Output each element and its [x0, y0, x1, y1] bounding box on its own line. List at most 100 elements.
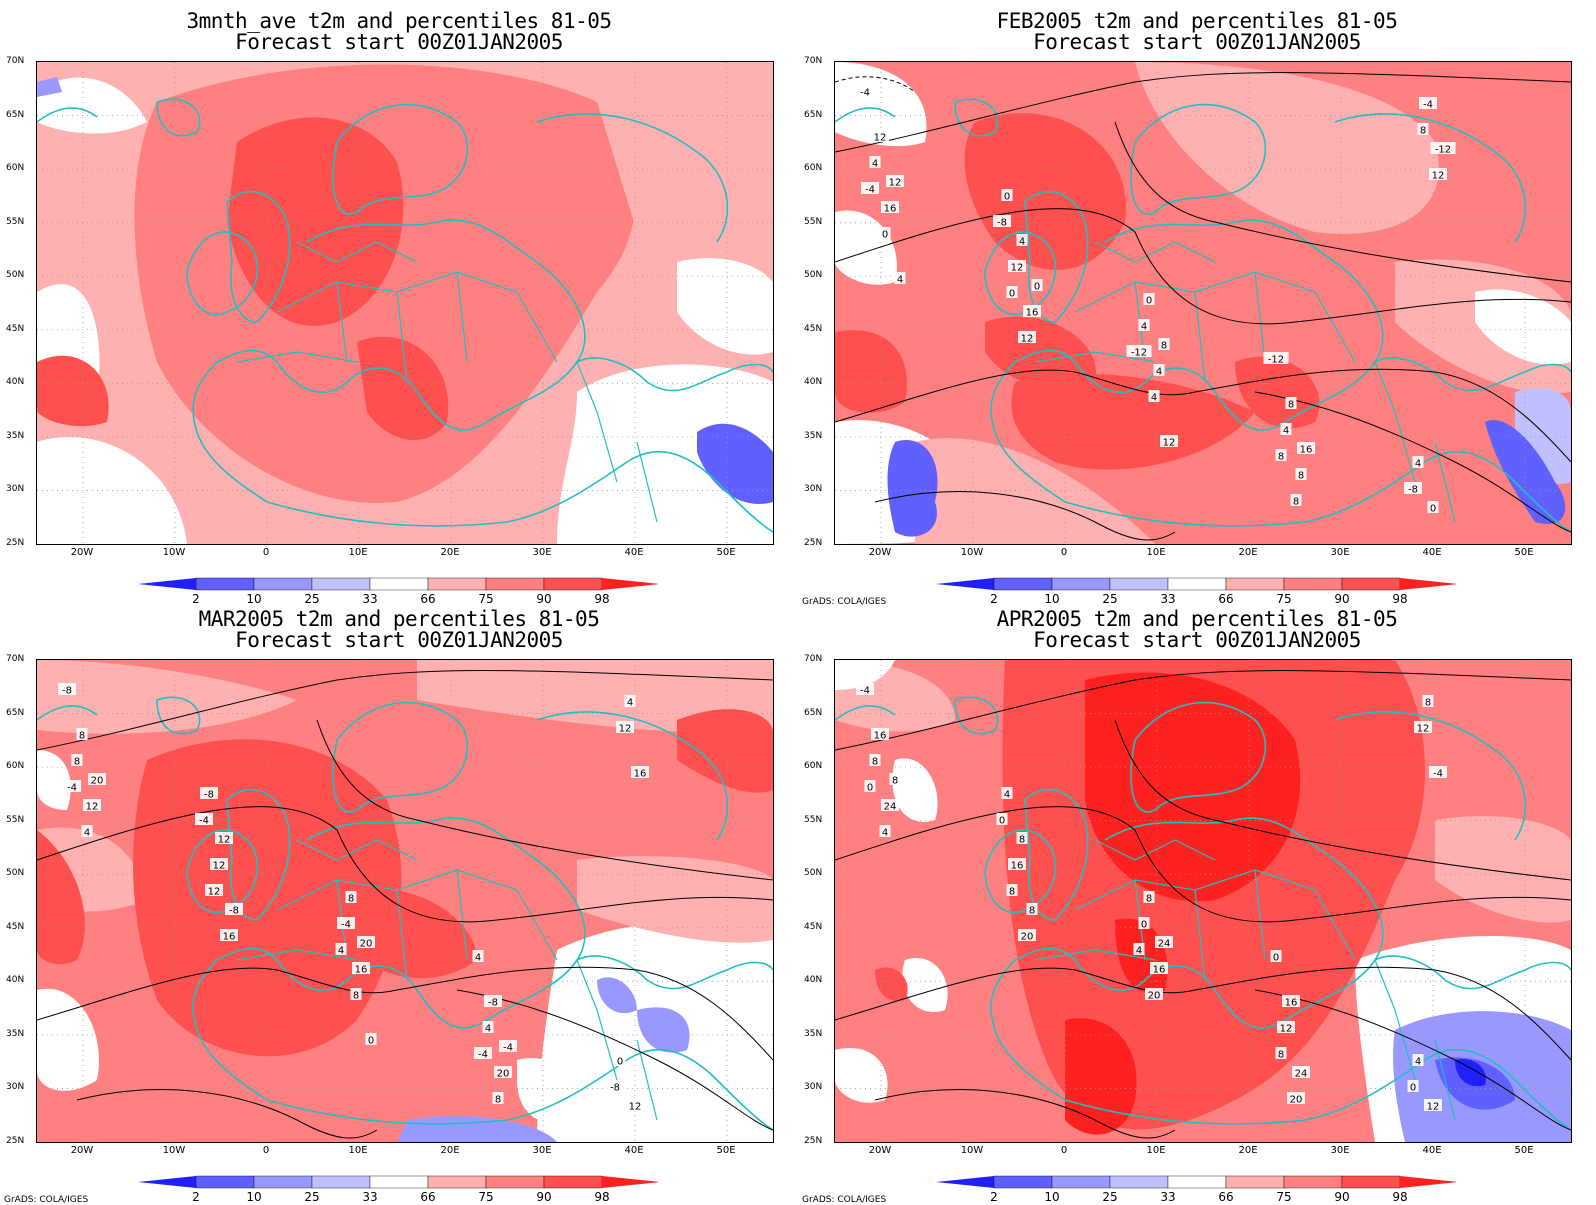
colorbar-segment [1225, 577, 1285, 591]
contour-label: 20 [1021, 932, 1034, 943]
contour-label: 12 [1432, 171, 1445, 182]
colorbar-label: 75 [1276, 592, 1292, 606]
map-panel-feb: FEB2005 t2m and percentiles 81-05 Foreca… [798, 0, 1596, 607]
latitude-label: 35N [804, 1028, 823, 1039]
contour-label: 4 [485, 1024, 491, 1035]
contour-label: -4 [860, 88, 870, 99]
contour-label: 4 [627, 698, 633, 709]
colorbar-label: 25 [1102, 592, 1118, 606]
panel-subtitle: Forecast start 00Z01JAN2005 [1033, 30, 1361, 54]
longitude-label: 40E [1422, 1145, 1442, 1156]
contour-label: 8 [1425, 698, 1431, 709]
contour-label: -12 [1268, 355, 1284, 366]
contour-label: 0 [1141, 920, 1147, 931]
colorbar-label: 33 [1160, 1190, 1176, 1204]
contour-label: 20 [91, 776, 104, 787]
map-svg: -4 0 4 0 0 0 4 0 8 4 8 8 8 12 12 16 16 20 16 8 4 8 16 20 12 24 20 2… [835, 660, 1571, 1142]
panel-title: MAR2005 t2m and percentiles 81-05 [198, 607, 600, 631]
percentile-shading [835, 62, 1571, 544]
contour-label: 0 [867, 783, 873, 794]
colorbar-label: 33 [1160, 592, 1176, 606]
contour-label: 16 [1153, 965, 1166, 976]
colorbar-segment [195, 1175, 255, 1189]
contour-label: 0 [999, 816, 1005, 827]
colorbar-segment [1109, 577, 1169, 591]
contour-label: 4 [1415, 459, 1421, 470]
latitude-label: 40N [804, 975, 823, 986]
latitude-label: 45N [804, 323, 823, 334]
colorbar-label: 98 [594, 592, 610, 606]
longitude-label: 40E [624, 1145, 644, 1156]
contour-label: 12 [629, 1102, 642, 1113]
temperature-contours [835, 670, 1571, 1139]
contour-label: 0 [1034, 282, 1040, 293]
latitude-label: 35N [6, 430, 25, 441]
colorbar-segment [1225, 1175, 1285, 1189]
colorbar-label: 66 [1218, 1190, 1234, 1204]
latitude-label: 60N [6, 761, 25, 772]
colorbar-segment [253, 1175, 313, 1189]
colorbar-label: 75 [478, 592, 494, 606]
colorbar-label: 10 [246, 1190, 262, 1204]
colorbar-segment [311, 1175, 371, 1189]
colorbar-label: 98 [1392, 592, 1408, 606]
latitude-label: 50N [804, 270, 823, 281]
contour-label: 20 [360, 939, 373, 950]
contour-label: 8 [872, 757, 878, 768]
longitude-label: 0 [1060, 547, 1068, 558]
colorbar-segment [1051, 1175, 1111, 1189]
percentile-shading [37, 62, 773, 544]
latitude-label: 40N [6, 377, 25, 388]
contour-label: -4 [503, 1043, 513, 1054]
coastline [835, 696, 1571, 1131]
contour-label: 8 [1029, 906, 1035, 917]
contour-label: 8 [1009, 887, 1015, 898]
contour-label: 8 [348, 894, 354, 905]
colorbar-svg [138, 1175, 658, 1189]
colorbar-label: 90 [1334, 592, 1350, 606]
latitude-label: 50N [804, 868, 823, 879]
map-panel-mar: MAR2005 t2m and percentiles 81-05 Foreca… [0, 598, 798, 1205]
longitude-label: 10W [162, 1145, 186, 1156]
colorbar-label: 25 [1102, 1190, 1118, 1204]
colorbar-segment [427, 577, 487, 591]
colorbar-arrow-right [602, 1176, 658, 1188]
contour-label: 12 [1021, 334, 1034, 345]
contour-label: 8 [353, 991, 359, 1002]
latitude-label: 55N [804, 814, 823, 825]
contour-label: 12 [218, 835, 231, 846]
colorbar-segment [1051, 577, 1111, 591]
grads-credit: GrADS: COLA/IGES [802, 597, 887, 607]
colorbar-label: 2 [192, 592, 200, 606]
latitude-label: 30N [804, 1082, 823, 1093]
longitude-label: 20E [1238, 1145, 1258, 1156]
map-svg [37, 62, 773, 544]
colorbar-label: 33 [362, 1190, 378, 1204]
contour-label: 4 [1151, 393, 1157, 404]
contour-label: 16 [1300, 445, 1313, 456]
colorbar-segment [1167, 577, 1227, 591]
colorbar-arrow-left [138, 1176, 196, 1188]
longitude-label: 50E [1514, 547, 1534, 558]
colorbar-label: 2 [990, 1190, 998, 1204]
contour-label: 8 [1293, 497, 1299, 508]
colorbar-segment [369, 1175, 429, 1189]
colorbar-label: 66 [420, 1190, 436, 1204]
map-svg: -4 -8 -12 -12 -8 -4 0 4 8 4 4 0 0 4 8 12 12 4 8 -4 0 4 4 8 0 16 12… [835, 62, 1571, 544]
contour-label: 20 [497, 1069, 510, 1080]
contour-label: 4 [897, 275, 903, 286]
contour-label: 24 [884, 802, 897, 813]
longitude-label: 10E [1146, 547, 1166, 558]
latitude-label: 30N [6, 484, 25, 495]
contour-label: 4 [1156, 367, 1162, 378]
colorbar-svg [936, 1175, 1456, 1189]
latitude-label: 25N [804, 1136, 823, 1146]
colorbar-label: 2 [990, 592, 998, 606]
colorbar-segment [253, 577, 313, 591]
contour-label: 24 [1295, 1069, 1308, 1080]
map-svg: -8 -4 4 4 -8 -4 -8 -4 -4 0 8 12 8 4 12 8 12 8 -8 4 4 12 16 8 12 1… [37, 660, 773, 1142]
colorbar-svg [138, 577, 658, 591]
panel-subtitle: Forecast start 00Z01JAN2005 [235, 628, 563, 652]
colorbar-label: 90 [1334, 1190, 1350, 1204]
latitude-label: 65N [804, 109, 823, 120]
